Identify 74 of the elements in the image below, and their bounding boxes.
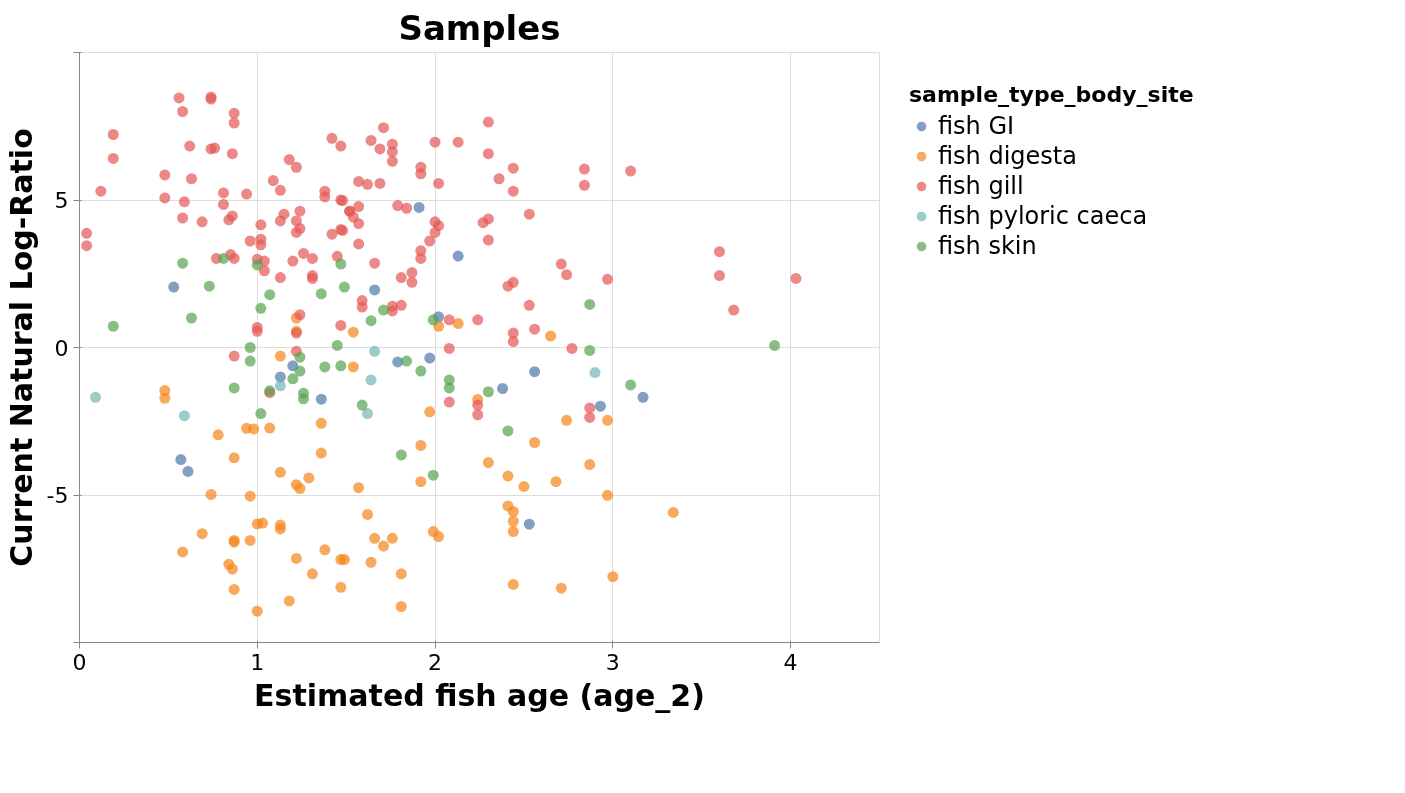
point [294,365,306,377]
point [356,399,368,411]
point [415,365,427,377]
point [338,281,350,293]
point [298,393,309,405]
point [413,201,425,213]
point [443,382,455,394]
point [182,465,194,477]
point [186,312,197,324]
point [523,518,535,530]
legend-label: fish digesta [938,142,1077,170]
point [251,259,263,271]
point [244,342,256,353]
point [107,320,119,332]
point [264,289,276,301]
legend-label: fish gill [938,172,1024,200]
point [255,302,267,314]
x-tick-label: 3 [605,649,620,675]
point [584,344,596,356]
point [427,314,439,326]
point [177,257,189,269]
y-tick-label: 0 [54,335,69,361]
point [203,280,215,292]
point [255,408,267,420]
point [228,382,240,394]
chart-title: Samples [398,7,561,48]
point [502,425,514,437]
point [362,408,373,420]
point [90,391,101,403]
point [335,360,347,372]
point [482,386,494,398]
y-tick-label: 5 [54,188,69,213]
point [637,391,649,403]
point [175,454,187,466]
x-axis-title: Estimated fish age (age_2) [254,677,705,713]
x-tick-label: 2 [428,649,443,675]
x-tick-label: 0 [72,649,87,675]
x-tick-label: 1 [250,649,265,675]
point [335,258,347,270]
point [178,410,190,422]
y-axis-title: Current Natural Log-Ratio [3,128,39,567]
point [274,380,286,392]
point [218,252,229,264]
point [427,469,439,481]
point [365,374,377,386]
point [378,304,389,316]
point [452,250,464,262]
point [625,379,637,391]
point [589,367,601,379]
point [594,400,606,412]
point [529,366,541,378]
point [497,383,509,394]
point [369,345,381,357]
legend-label: fish GI [938,112,1015,140]
point [401,355,413,367]
point [168,281,180,293]
legend-label: fish skin [938,232,1037,260]
point [294,351,306,363]
point [319,361,331,373]
point [287,373,299,385]
point [424,352,436,364]
legend-title: sample_type_body_site [909,82,1194,107]
x-tick-label: 4 [783,649,798,675]
point [395,449,407,461]
y-tick-label: -5 [46,483,69,508]
point [315,393,327,405]
point [584,298,596,310]
legend-label: fish pyloric caeca [938,202,1148,230]
point [365,315,377,327]
point [369,284,381,296]
point [315,288,327,300]
point [769,339,781,351]
point [331,339,343,351]
point [244,355,256,367]
